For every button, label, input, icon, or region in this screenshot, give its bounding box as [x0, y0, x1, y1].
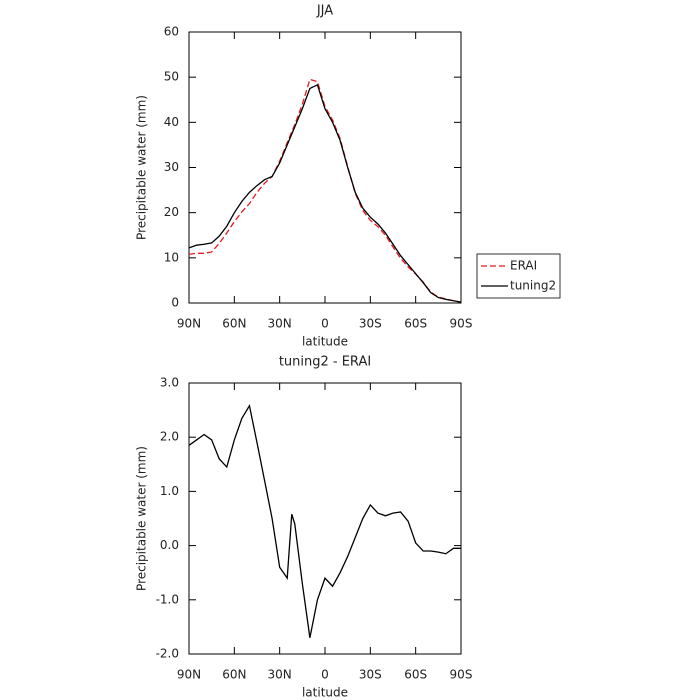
data-line	[188, 78, 462, 303]
x-tick-label: 30N	[268, 317, 292, 331]
data-line	[188, 404, 461, 638]
x-tick-label: 60N	[222, 668, 246, 682]
y-tick-label: 60	[164, 25, 179, 39]
y-tick-label: 20	[164, 205, 179, 219]
x-tick-label: 90S	[450, 317, 473, 331]
x-tick-label: 60S	[404, 668, 427, 682]
x-tick-label: 60S	[404, 317, 427, 331]
data-line	[188, 83, 462, 303]
y-tick-label: 40	[164, 115, 179, 129]
plot-frame	[188, 31, 462, 304]
y-tick-label: 1.0	[160, 484, 179, 498]
x-tick-label: 90S	[450, 668, 473, 682]
y-tick-label: 30	[164, 160, 179, 174]
y-tick-label: -2.0	[156, 647, 179, 661]
legend-box	[476, 253, 561, 299]
y-tick-label: 2.0	[160, 430, 179, 444]
y-axis-label: Precipitable water (mm)	[135, 446, 149, 591]
x-axis-label: latitude	[302, 335, 348, 349]
y-tick-label: 0	[171, 296, 179, 310]
x-tick-label: 30S	[359, 317, 382, 331]
y-tick-label: 3.0	[160, 376, 179, 390]
x-tick-label: 30S	[359, 668, 382, 682]
y-tick-label: 50	[164, 70, 179, 84]
y-tick-label: 10	[164, 250, 179, 264]
plot-frame	[188, 382, 462, 655]
x-tick-label: 90N	[177, 668, 201, 682]
y-axis-label: Precipitable water (mm)	[135, 95, 149, 240]
y-tick-label: 0.0	[160, 538, 179, 552]
x-axis-label: latitude	[302, 686, 348, 700]
y-tick-label: -1.0	[156, 592, 179, 606]
x-tick-label: 60N	[222, 317, 246, 331]
chart-title: JJA	[316, 4, 333, 19]
legend-label: tuning2	[510, 279, 556, 293]
x-tick-label: 0	[321, 668, 329, 682]
x-tick-label: 90N	[177, 317, 201, 331]
x-tick-label: 30N	[268, 668, 292, 682]
legend-label: ERAI	[510, 259, 537, 273]
x-tick-label: 0	[321, 317, 329, 331]
chart-title: tuning2 - ERAI	[279, 355, 371, 370]
